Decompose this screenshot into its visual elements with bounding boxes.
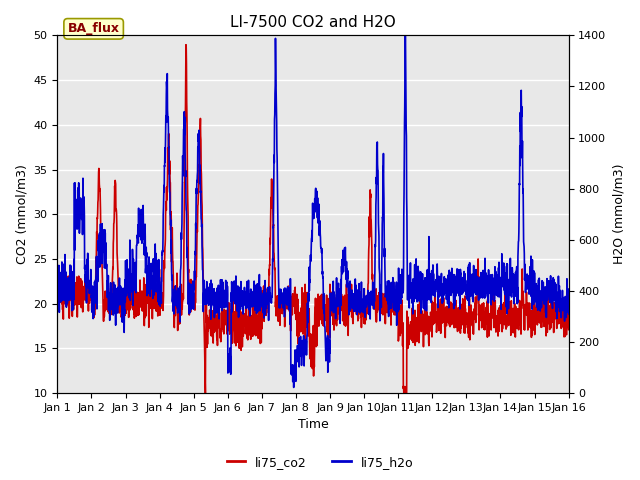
li75_h2o [534,291,542,297]
li75_h2o [520,242,528,248]
li75_co2 [520,326,528,332]
Y-axis label: H2O (mmol/m3): H2O (mmol/m3) [612,164,625,264]
Line: li75_co2: li75_co2 [58,45,568,393]
X-axis label: Time: Time [298,419,328,432]
li75_h2o [462,277,470,283]
li75_co2 [462,322,470,327]
li75_co2 [202,390,209,396]
li75_h2o [339,261,346,267]
Line: li75_h2o: li75_h2o [58,36,568,387]
li75_co2 [534,318,542,324]
li75_h2o [196,162,204,168]
li75_co2 [339,303,347,309]
Legend: li75_co2, li75_h2o: li75_co2, li75_h2o [221,451,419,474]
li75_h2o [401,33,409,38]
li75_co2 [54,307,61,313]
li75_h2o [290,384,298,390]
li75_h2o [54,272,61,277]
li75_co2 [182,42,190,48]
li75_co2 [328,298,335,304]
li75_co2 [564,327,572,333]
li75_h2o [564,311,572,317]
Y-axis label: CO2 (mmol/m3): CO2 (mmol/m3) [15,164,28,264]
Text: BA_flux: BA_flux [68,23,120,36]
li75_co2 [196,124,204,130]
Title: LI-7500 CO2 and H2O: LI-7500 CO2 and H2O [230,15,396,30]
li75_h2o [328,298,335,304]
